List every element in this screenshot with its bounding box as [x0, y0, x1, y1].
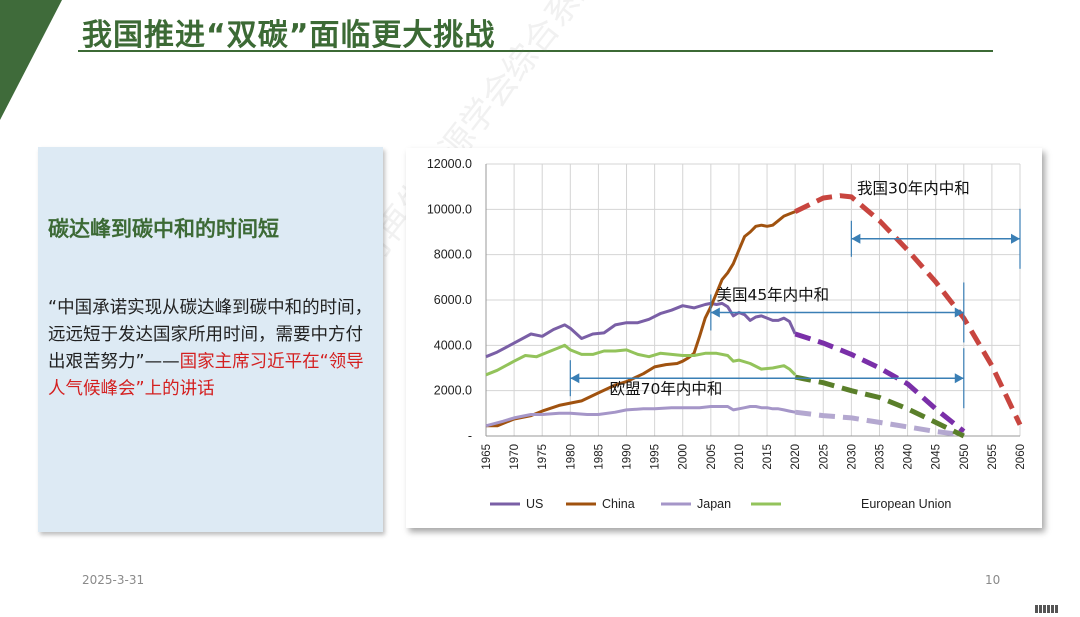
arrow-head-right: [954, 373, 964, 384]
series-line: [794, 374, 965, 439]
panel-heading: 碳达峰到碳中和的时间短: [48, 217, 279, 241]
annotation-label: 欧盟70年内中和: [610, 380, 723, 398]
series-line: [486, 210, 796, 428]
arrow-head-left: [851, 233, 861, 244]
title-underline: [78, 50, 993, 52]
legend-label: Japan: [697, 497, 731, 511]
quote-source: 国家主席习近平在“领导人气候峰会”上的讲话: [48, 352, 364, 399]
emissions-chart: 1965 1970 1975 1980 1985 1990 1995 2000 2005 2010…: [406, 148, 1042, 528]
page-number: 10: [985, 573, 1001, 587]
quote-panel: 碳达峰到碳中和的时间短 “中国承诺实现从碳达峰到碳中和的时间，远远短于发达国家所…: [38, 147, 383, 532]
x-tick-label: 2015: [762, 444, 774, 470]
corner-decoration: [0, 0, 62, 120]
x-tick-label: 1965: [481, 444, 493, 470]
y-tick-label: 8000.0: [434, 248, 472, 262]
x-tick-label: 1975: [537, 444, 549, 470]
x-tick-label: 2035: [874, 444, 886, 470]
x-tick-label: 2050: [959, 444, 971, 470]
y-tick-label: 10000.0: [427, 202, 472, 216]
x-tick-label: 2000: [678, 444, 690, 470]
x-tick-label: 2040: [903, 444, 915, 470]
x-tick-label: 2030: [846, 444, 858, 470]
chart-svg: 1965 1970 1975 1980 1985 1990 1995 2000 2005 2010…: [427, 157, 1027, 511]
legend-label: China: [602, 497, 635, 511]
x-tick-label: 1980: [565, 444, 577, 470]
annotation-label: 我国30年内中和: [857, 179, 970, 197]
slide-title: 我国推进“双碳”面临更大挑战: [82, 18, 496, 53]
series-line: [794, 193, 1023, 426]
x-tick-label: 1985: [593, 444, 605, 470]
arrow-head-right: [1011, 233, 1020, 244]
x-tick-label: 2045: [931, 444, 943, 470]
x-tick-label: 1995: [650, 444, 662, 470]
quote-body: “中国承诺实现从碳达峰到碳中和的时间，远远短于发达国家所用时间，需要中方付出艰苦…: [48, 298, 373, 372]
y-tick-label: 4000.0: [434, 338, 472, 352]
footer-date: 2025-3-31: [82, 573, 145, 587]
y-tick-label: 2000.0: [434, 384, 472, 398]
x-tick-label: 2055: [987, 444, 999, 470]
x-tick-label: 2060: [1015, 444, 1027, 470]
legend-label: US: [526, 497, 543, 511]
x-tick-label: 2020: [790, 444, 802, 470]
series-line: [485, 343, 797, 377]
x-tick-label: 2005: [706, 444, 718, 470]
x-tick-label: 2025: [818, 444, 830, 470]
arrow-head-left: [570, 373, 580, 384]
arrow-head-left: [710, 307, 720, 318]
series-line: [794, 409, 965, 438]
x-tick-label: 2010: [734, 444, 746, 470]
legend-label: European Union: [861, 497, 951, 511]
y-tick-label: 12000.0: [427, 157, 472, 171]
annotation-label: 美国45年内中和: [716, 286, 829, 304]
x-tick-label: 1970: [509, 444, 521, 470]
y-tick-label: -: [468, 429, 472, 443]
series-line: [794, 331, 966, 434]
arrow-head-right: [954, 307, 964, 318]
series-line: [485, 301, 797, 359]
quote-text: “中国承诺实现从碳达峰到碳中和的时间，远远短于发达国家所用时间，需要中方付出艰苦…: [48, 295, 378, 403]
y-tick-label: 6000.0: [434, 293, 472, 307]
x-tick-label: 1990: [622, 444, 634, 470]
series-line: [485, 405, 796, 428]
